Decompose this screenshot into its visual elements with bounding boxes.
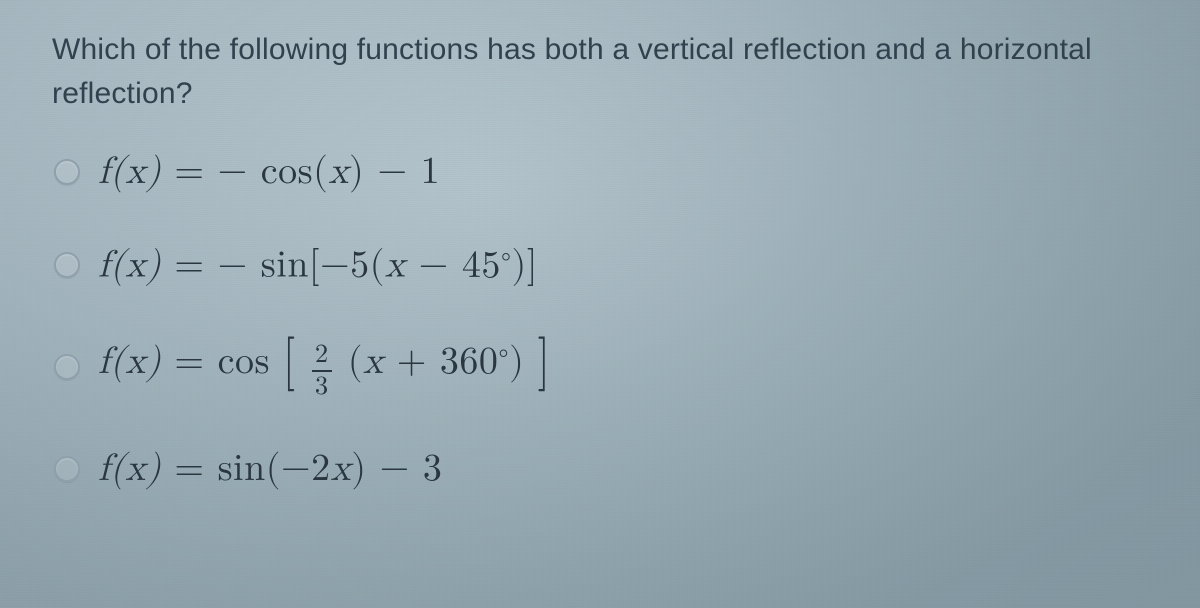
lhs: f(x) <box>98 153 161 191</box>
option-b[interactable]: f(x) = − sin[−5(x − 45∘)] <box>54 241 1148 289</box>
fraction-two-thirds: 2 3 <box>312 342 332 400</box>
option-c[interactable]: f(x) = cos [ 2 3 (x + 360∘) ] <box>54 335 1148 400</box>
question-card: Which of the following functions has bot… <box>0 0 1200 492</box>
lhs: f(x) <box>98 450 161 488</box>
option-a-formula: f(x) = − cos(x) − 1 <box>98 149 440 195</box>
option-c-formula: f(x) = cos [ 2 3 (x + 360∘) ] <box>98 335 550 400</box>
option-d[interactable]: f(x) = sin(−2x) − 3 <box>54 446 1148 492</box>
lhs: f(x) <box>98 247 161 285</box>
radio-icon[interactable] <box>54 456 80 482</box>
option-a[interactable]: f(x) = − cos(x) − 1 <box>54 149 1148 195</box>
radio-icon[interactable] <box>54 354 80 380</box>
radio-icon[interactable] <box>54 159 80 185</box>
options-group: f(x) = − cos(x) − 1 f(x) = − sin[−5(x − … <box>54 149 1148 492</box>
option-d-formula: f(x) = sin(−2x) − 3 <box>98 446 442 492</box>
option-b-formula: f(x) = − sin[−5(x − 45∘)] <box>98 241 538 289</box>
lhs: f(x) <box>98 343 161 381</box>
question-text: Which of the following functions has bot… <box>52 28 1148 115</box>
radio-icon[interactable] <box>54 252 80 278</box>
